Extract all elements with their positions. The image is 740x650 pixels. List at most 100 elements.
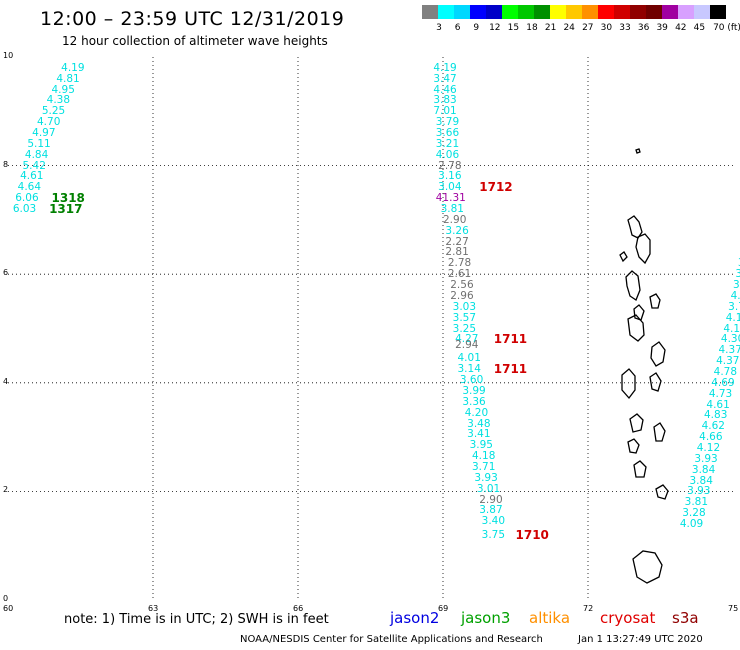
satellite-s3a: s3a: [672, 609, 699, 627]
color-swatch: [710, 5, 726, 19]
color-swatch: [438, 5, 454, 19]
wave-height-label: 4.18: [472, 450, 496, 463]
wave-height-label: 3.48: [467, 417, 491, 430]
pass-time-label: 1318: [51, 191, 85, 206]
atoll-outline: [649, 293, 661, 309]
wave-height-label: 41.31: [435, 192, 466, 205]
wave-height-label: 4.38: [46, 94, 71, 107]
wave-height-label: 4.19: [61, 61, 85, 74]
color-scale-label: 45: [693, 23, 706, 33]
map-plot-area: 4.19 4.81 4.95 4.38 5.25 4.70 4.97 5.11 4.84 5.42…: [8, 57, 740, 600]
wave-height-label: 4.78: [713, 365, 738, 378]
atoll-outline: [621, 368, 636, 400]
wave-height-label: 4.61: [706, 398, 730, 411]
wave-height-label: 4.20: [464, 406, 489, 419]
wave-height-label: 4.37: [716, 355, 740, 368]
footer-note: note: 1) Time is in UTC; 2) SWH is in fe…: [64, 612, 329, 627]
wave-height-label: 4.83: [704, 409, 728, 422]
color-scale-label: 33: [619, 23, 631, 33]
color-scale-label: 30: [600, 23, 613, 33]
wave-height-label: 3.14: [457, 363, 481, 376]
color-swatch: [582, 5, 598, 19]
wave-height-label: 3.66: [435, 127, 460, 140]
atoll-outline: [650, 341, 666, 367]
x-tick-label: 60: [3, 604, 14, 613]
wave-height-label: 4.61: [20, 170, 44, 183]
wave-height-label: 3.93: [687, 485, 711, 498]
wave-height-label: 4.46: [433, 83, 457, 96]
color-swatch: [422, 5, 438, 19]
coastline-maldives: [619, 148, 669, 584]
x-tick-label: 75: [728, 604, 739, 613]
wave-height-label: 3.79: [435, 116, 460, 129]
wave-height-label: 3.01: [476, 482, 501, 495]
footer-credit: NOAA/NESDIS Center for Satellite Applica…: [240, 634, 543, 645]
color-swatch: [486, 5, 502, 19]
satellite-altika: altika: [529, 609, 571, 627]
color-scale-label: 27: [582, 23, 594, 33]
wave-height-label: 4.37: [718, 344, 740, 357]
y-tick-label: 10: [3, 51, 14, 60]
wave-height-label: 4.01: [457, 352, 481, 365]
satellite-cryosat: cryosat: [600, 609, 656, 627]
footer-timestamp: Jan 1 13:27:49 UTC 2020: [578, 634, 703, 645]
color-swatch: [550, 5, 566, 19]
wave-height-label: 2.81: [445, 246, 469, 259]
wave-height-label: 4.95: [51, 83, 75, 96]
wave-height-label: 3.40: [481, 515, 506, 528]
wave-height-label: 2.56: [450, 279, 474, 292]
wave-height-label: 2.96: [450, 289, 474, 302]
y-tick-label: 8: [3, 159, 9, 169]
wave-height-label: 3.04: [438, 181, 462, 194]
wave-height-label: 3.93: [694, 452, 718, 465]
atoll-outline: [627, 438, 640, 454]
wave-height-label: 2.27: [445, 235, 469, 248]
wave-height-label: 3.57: [452, 311, 477, 324]
satellite-jason3: jason3: [461, 609, 511, 627]
wave-height-label: 3.7: [728, 300, 740, 313]
wave-height-label: 2.90: [443, 213, 467, 226]
map-svg: [8, 57, 733, 600]
wave-height-label: 3.81: [440, 203, 464, 216]
wave-height-label: 3.36: [462, 395, 486, 408]
wave-height-label: 4.09: [679, 517, 704, 530]
color-scale-label: 9: [473, 23, 480, 33]
pass-time-label: 1711: [493, 332, 528, 347]
wave-height-label: 3.26: [445, 224, 469, 237]
color-scale-label: 24: [563, 23, 575, 33]
color-scale-label: 12: [489, 23, 501, 33]
wave-height-label: 4.18: [725, 311, 740, 324]
color-scale-label: 18: [526, 23, 538, 33]
wave-height-label: 3.25: [452, 322, 477, 335]
color-scale-label: 42: [675, 23, 687, 33]
atoll-outline: [629, 413, 644, 433]
wave-height-label: 2.78: [447, 257, 472, 270]
x-tick-label: 69: [438, 604, 449, 613]
x-tick-label: 66: [293, 604, 304, 613]
wave-height-label: 3.87: [479, 504, 503, 517]
atoll-outline: [655, 484, 669, 500]
wave-height-label: 6.06: [15, 192, 39, 205]
color-swatch: [662, 5, 678, 19]
color-swatch: [614, 5, 630, 19]
pass-time-label: 1711: [493, 362, 528, 377]
wave-height-label: 7.01: [433, 105, 457, 118]
atoll-outline: [633, 460, 647, 478]
grid-lines: [8, 57, 733, 600]
wave-height-label: 4.73: [708, 387, 733, 400]
pass-time-label: 1317: [49, 202, 83, 217]
wave-height-label: 4.69: [711, 376, 735, 389]
wave-height-label: 3.41: [467, 428, 491, 441]
atoll-outline: [635, 148, 641, 154]
wave-height-label: 5.42: [22, 159, 46, 172]
wave-height-label: 2.78: [438, 159, 462, 172]
atoll-outline: [625, 270, 641, 301]
atoll-outline: [619, 251, 628, 263]
color-scale-label: 36: [637, 23, 650, 33]
wave-height-label: 3.71: [472, 460, 496, 473]
wave-height-label: 4.30: [720, 333, 740, 346]
y-tick-label: 0: [3, 594, 9, 603]
wave-height-label: 4.12: [696, 441, 721, 454]
color-swatch: [566, 5, 582, 19]
wave-height-label: 3.16: [438, 170, 462, 183]
